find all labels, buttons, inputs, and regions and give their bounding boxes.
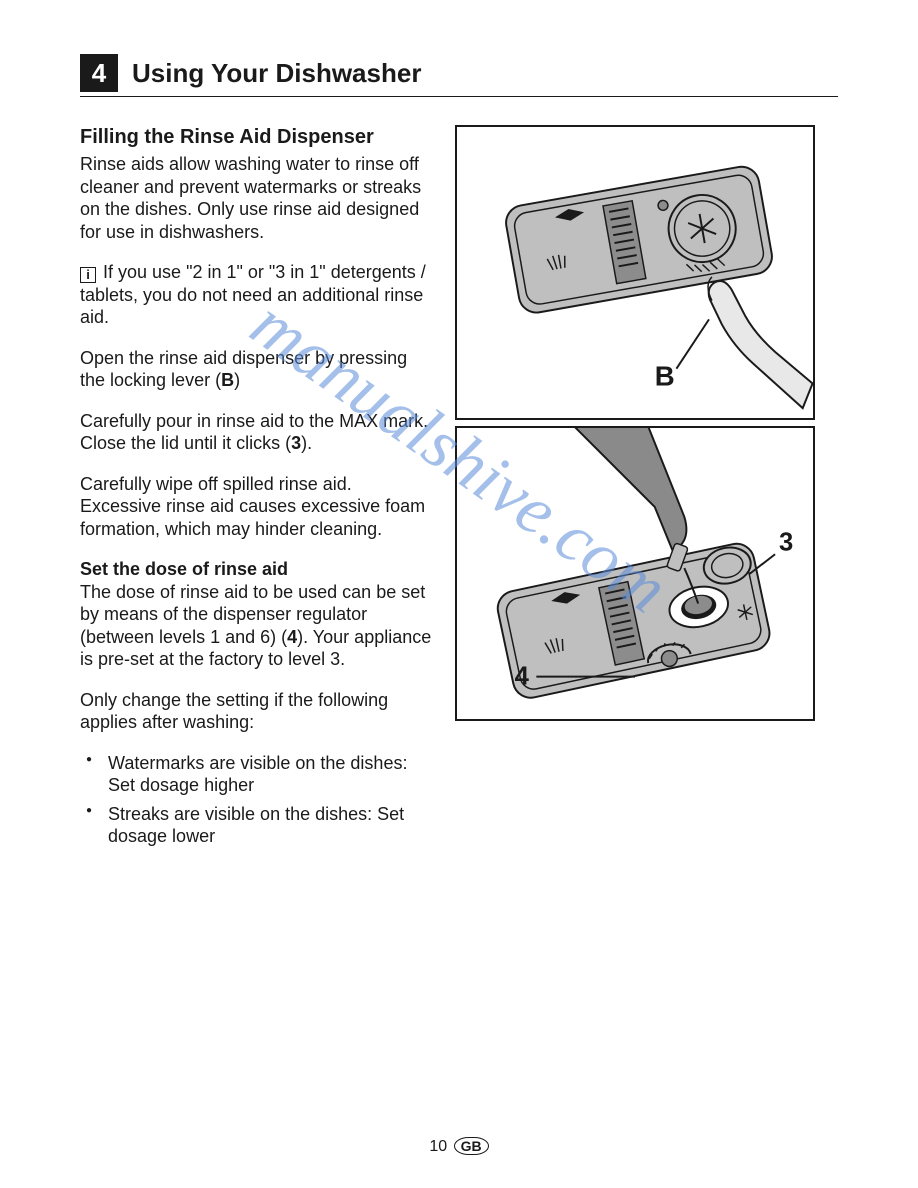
- dose-section: Set the dose of rinse aid The dose of ri…: [80, 558, 435, 671]
- figure-1: B: [455, 125, 815, 420]
- ref-b: B: [221, 370, 234, 390]
- wipe-paragraph: Carefully wipe off spilled rinse aid. Ex…: [80, 473, 435, 541]
- content-columns: Filling the Rinse Aid Dispenser Rinse ai…: [80, 125, 838, 854]
- intro-paragraph: Rinse aids allow washing water to rinse …: [80, 153, 435, 243]
- ref-4: 4: [287, 627, 297, 647]
- figure1-label: B: [655, 360, 675, 391]
- figure-2: 3 4: [455, 426, 815, 721]
- pour-text-post: ).: [301, 433, 312, 453]
- text-column: Filling the Rinse Aid Dispenser Rinse ai…: [80, 125, 435, 854]
- pour-text-pre: Carefully pour in rinse aid to the MAX m…: [80, 411, 428, 454]
- chapter-number-badge: 4: [80, 54, 118, 92]
- dose-subheading: Set the dose of rinse aid: [80, 558, 435, 581]
- info-note-text: If you use "2 in 1" or "3 in 1" detergen…: [80, 262, 426, 327]
- open-text-post: ): [234, 370, 240, 390]
- info-note-paragraph: i If you use "2 in 1" or "3 in 1" deterg…: [80, 261, 435, 329]
- ref-3: 3: [291, 433, 301, 453]
- figure2-label-3: 3: [779, 528, 793, 556]
- manual-page: 4 Using Your Dishwasher Filling the Rins…: [0, 0, 918, 914]
- page-footer: 10 GB: [0, 1137, 918, 1156]
- info-icon: i: [80, 267, 96, 283]
- list-item: Streaks are visible on the dishes: Set d…: [108, 803, 435, 848]
- chapter-title: Using Your Dishwasher: [132, 58, 421, 89]
- list-item: Watermarks are visible on the dishes: Se…: [108, 752, 435, 797]
- region-badge: GB: [454, 1137, 489, 1155]
- open-text-pre: Open the rinse aid dispenser by pressing…: [80, 348, 407, 391]
- figure2-label-4: 4: [515, 662, 530, 690]
- hand-icon: [708, 277, 813, 408]
- dispenser-pour-illustration: 3 4: [457, 428, 813, 719]
- section-heading: Filling the Rinse Aid Dispenser: [80, 125, 435, 149]
- dispenser-press-illustration: B: [457, 127, 813, 418]
- figure-column: B: [455, 125, 838, 854]
- bullet-list: Watermarks are visible on the dishes: Se…: [80, 752, 435, 848]
- change-paragraph: Only change the setting if the following…: [80, 689, 435, 734]
- chapter-header: 4 Using Your Dishwasher: [80, 54, 838, 97]
- page-number: 10: [429, 1138, 447, 1155]
- pour-paragraph: Carefully pour in rinse aid to the MAX m…: [80, 410, 435, 455]
- open-dispenser-paragraph: Open the rinse aid dispenser by pressing…: [80, 347, 435, 392]
